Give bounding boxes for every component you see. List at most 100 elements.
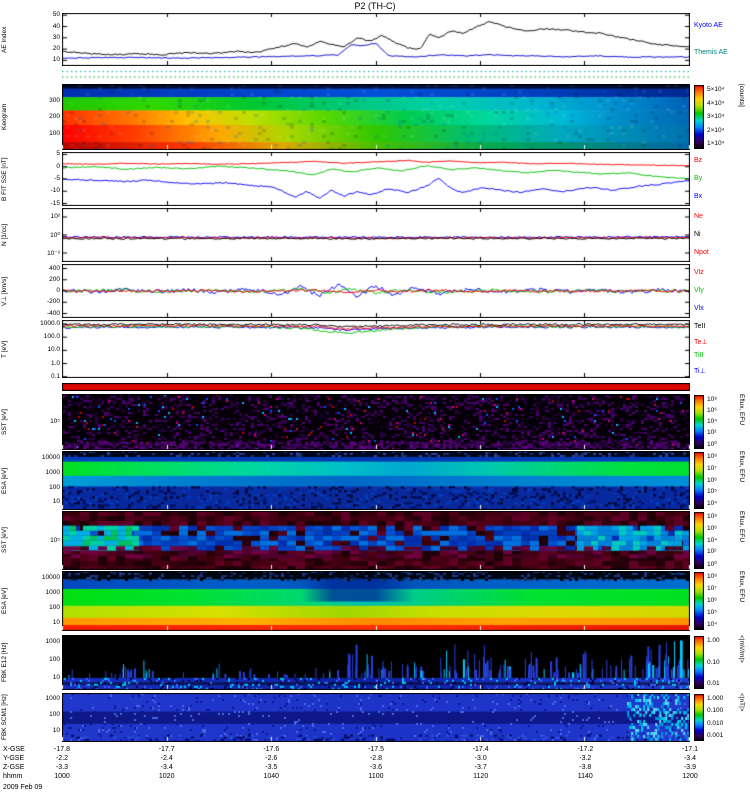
panel-ae-index: AE Index 50 40 30 20 10 Kyoto AE Themis AE bbox=[0, 11, 750, 66]
axis-value: -2.8 bbox=[369, 755, 383, 762]
colorbar-unit-esa_e: Eflux, EFU bbox=[738, 571, 745, 603]
colorbar-tick-fbk_e: 0.10 bbox=[707, 658, 720, 666]
plot-canvas-esa_e bbox=[62, 571, 690, 631]
y-tick-v: 200 bbox=[49, 275, 60, 283]
series-label-vly: Vly bbox=[694, 287, 704, 294]
colorbar-tick-esa_i: 10⁴ bbox=[707, 500, 718, 507]
y-tick-n: 10⁻² bbox=[47, 250, 60, 257]
plot-canvas-fbk_e bbox=[62, 635, 690, 690]
y-tick-esa_i: 10 bbox=[52, 498, 60, 506]
axis-value: 1140 bbox=[577, 773, 593, 780]
panel-velocity: V⊥ [km/s] 400 200 0 -200 -400 Vlz Vly Vlx bbox=[0, 264, 750, 318]
colorbar-tick-sst_e: 10⁶ bbox=[707, 524, 717, 532]
plot-canvas-redbar bbox=[62, 383, 690, 391]
colorbar-esa_e bbox=[694, 572, 704, 630]
colorbar-tick-esa_e: 10⁵ bbox=[707, 609, 717, 616]
y-tick-fbk_e: 100 bbox=[49, 655, 60, 663]
y-tick-esa_e: 100 bbox=[49, 604, 60, 612]
series-label-by: By bbox=[694, 175, 703, 182]
y-tick-bfit: -15 bbox=[50, 199, 60, 207]
colorbar-keogram bbox=[694, 85, 704, 149]
y-tick-t: 100.0 bbox=[43, 333, 60, 341]
y-tick-esa_e: 1000 bbox=[45, 589, 60, 597]
plot-canvas-sst_e bbox=[62, 511, 690, 570]
colorbar-tick-fbk_b: 0.001 bbox=[707, 732, 724, 739]
axis-value: -17.8 bbox=[54, 746, 70, 753]
colorbar-tick-esa_i: 10⁸ bbox=[707, 453, 717, 460]
y-tick-esa_e: 10000 bbox=[41, 574, 60, 582]
axis-value: -17.7 bbox=[158, 746, 175, 753]
series-label-vlz: Vlz bbox=[694, 269, 704, 276]
panel-fbk-efield-spectrogram: FBK E12 [Hz] 1000 100 10 1.00 0.10 0.01 <|mV/m|… bbox=[0, 635, 750, 690]
axis-value: -17.5 bbox=[368, 746, 384, 753]
y-tick-keogram: 100 bbox=[49, 129, 60, 137]
axis-value: -3.4 bbox=[160, 764, 173, 771]
plot-canvas-t bbox=[62, 320, 690, 378]
colorbar-tick-sst_i: 10⁸ bbox=[707, 396, 717, 403]
panel-b-field: B FIT SSE [nT] 5 0 -5 -10 -15 Bz By Bx bbox=[0, 150, 750, 207]
colorbar-tick-esa_e: 10⁷ bbox=[707, 585, 717, 592]
axis-value: 1000 bbox=[54, 773, 70, 780]
colorbar-sst_e bbox=[694, 512, 704, 569]
colorbar-unit-fbk_e: <|mV/m|> bbox=[738, 635, 745, 663]
panel-temperature: T [eV] 1000.0 100.0 10.0 1.0 0.1 TeII Te⊥ TiII Ti… bbox=[0, 320, 750, 380]
colorbar-tick-fbk_b: 1.000 bbox=[707, 695, 724, 702]
series-label-themis-ae: Themis AE bbox=[694, 48, 728, 56]
series-label-npot: Npot bbox=[694, 249, 709, 256]
axis-value: -3.9 bbox=[683, 764, 697, 771]
axis-value: -3.0 bbox=[474, 755, 487, 762]
y-tick-ae: 20 bbox=[52, 45, 60, 53]
panel-status-dots bbox=[0, 68, 750, 80]
axis-value: -3.3 bbox=[55, 764, 69, 771]
y-tick-v: 400 bbox=[49, 264, 60, 272]
y-tick-ae: 50 bbox=[52, 11, 60, 19]
axis-row-label-z-gse: Z-GSE bbox=[3, 764, 25, 771]
panel-sst-ion-spectrogram: SST [eV] 10⁵ 10⁸ 10⁶ 10⁴ 10² 10⁰ Eflux, EFU bbox=[0, 394, 750, 450]
y-tick-fbk_b: 10 bbox=[52, 727, 60, 735]
panel-fbk-bfield-spectrogram: FBK SCM1 [Hz] 1000 100 10 1.000 0.100 0.010 0.0… bbox=[0, 693, 750, 742]
axis-value: -3.8 bbox=[579, 764, 592, 771]
colorbar-unit-fbk_b: <|nT|> bbox=[738, 693, 745, 712]
series-label-vlx: Vlx bbox=[694, 305, 704, 312]
colorbar-fbk_b bbox=[694, 694, 704, 741]
colorbar-tick-keogram: 4×10⁴ bbox=[707, 99, 725, 107]
axis-row-label-y-gse: Y-GSE bbox=[3, 755, 25, 762]
panel-esa-electron-spectrogram: ESA [eV] 10000 1000 100 10 10⁸ 10⁷ 10⁶ 10⁵ 10⁴ Efl… bbox=[0, 571, 750, 631]
y-tick-esa_i: 100 bbox=[49, 483, 60, 491]
axis-value: 1020 bbox=[158, 773, 175, 780]
colorbar-tick-sst_e: 10⁸ bbox=[707, 513, 717, 520]
colorbar-unit-keogram: [counts] bbox=[738, 84, 745, 107]
axis-value: -3.5 bbox=[265, 764, 278, 771]
axis-value: -17.2 bbox=[577, 746, 594, 753]
series-label-teii: TeII bbox=[694, 323, 706, 331]
y-tick-bfit: -10 bbox=[50, 187, 60, 195]
axis-value: -3.2 bbox=[579, 755, 592, 762]
y-tick-esa_e: 10 bbox=[52, 619, 60, 627]
plot-canvas-v bbox=[62, 264, 690, 318]
plot-canvas-fbk_b bbox=[62, 693, 690, 742]
colorbar-tick-sst_i: 10² bbox=[707, 429, 717, 436]
colorbar-esa_i bbox=[694, 452, 704, 509]
y-tick-keogram: 300 bbox=[49, 96, 60, 104]
axis-value: -3.6 bbox=[369, 764, 383, 771]
colorbar-tick-sst_i: 10⁶ bbox=[707, 407, 717, 414]
colorbar-tick-fbk_b: 0.010 bbox=[707, 719, 724, 727]
colorbar-tick-sst_i: 10⁰ bbox=[707, 441, 717, 448]
colorbar-tick-esa_i: 10⁶ bbox=[707, 476, 717, 484]
colorbar-tick-sst_e: 10⁴ bbox=[707, 536, 718, 544]
y-tick-v: 0 bbox=[56, 287, 60, 294]
plot-canvas-keogram bbox=[62, 84, 690, 150]
y-tick-keogram: 200 bbox=[49, 113, 60, 120]
series-label-ni: Ni bbox=[694, 231, 701, 238]
axis-value: -2.2 bbox=[55, 755, 69, 762]
y-tick-sst_e: 10⁵ bbox=[50, 536, 60, 544]
axis-row-label-hhmm: hhmm bbox=[3, 773, 23, 780]
date-label: 2009 Feb 09 bbox=[3, 784, 43, 791]
axis-value: -2.6 bbox=[265, 755, 278, 762]
y-tick-fbk_e: 10 bbox=[52, 673, 60, 681]
plot-title: P2 (TH-C) bbox=[354, 1, 396, 11]
axis-value: -2.4 bbox=[160, 755, 173, 762]
y-tick-esa_i: 1000 bbox=[45, 468, 60, 476]
panel-sst-electron-spectrogram: SST [eV] 10⁵ 10⁸ 10⁶ 10⁴ 10² 10⁰ Eflux, EFU bbox=[0, 511, 750, 570]
axis-value: -17.6 bbox=[263, 746, 280, 753]
